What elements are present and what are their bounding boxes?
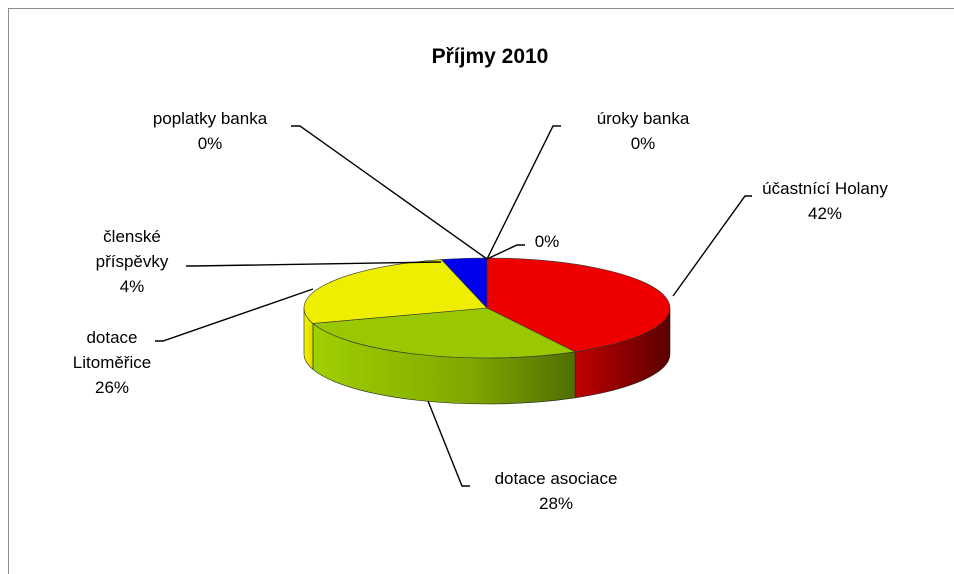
leader-line-5	[486, 125, 561, 260]
label-ucastnici-holany-line-0: účastnící Holany	[762, 179, 888, 198]
label-clenske-prispevky-line-1: příspěvky	[96, 252, 169, 271]
leader-lines	[155, 125, 752, 487]
label-dotace-litomerice-line-2: 26%	[95, 378, 129, 397]
label-uroky-banka-line-0: úroky banka	[597, 109, 690, 128]
chart-area	[8, 8, 954, 574]
label-clenske-prispevky-line-0: členské	[103, 227, 161, 246]
leader-line-6	[486, 244, 525, 260]
slice-top-1	[312, 307, 577, 359]
label-poplatky-banka-line-0: poplatky banka	[153, 109, 268, 128]
label-uroky-banka: úroky banka 0%	[597, 109, 690, 153]
label-ucastnici-holany: účastnící Holany 42%	[762, 179, 888, 223]
label-dotace-asociace-line-0: dotace asociace	[495, 469, 618, 488]
label-dotace-litomerice: dotace Litoměřice 26%	[73, 328, 151, 397]
leader-line-4	[291, 125, 488, 260]
label-dotace-litomerice-line-1: Litoměřice	[73, 353, 151, 372]
label-dotace-asociace: dotace asociace 28%	[495, 469, 618, 513]
label-zero-percent: 0%	[535, 232, 560, 251]
label-ucastnici-holany-line-1: 42%	[808, 204, 842, 223]
slice-labels: účastnící Holany 42%dotace asociace 28%dot…	[73, 109, 889, 513]
slice-top-0	[486, 257, 671, 353]
label-clenske-prispevky: členské příspěvky 4%	[96, 227, 169, 296]
pie-slices	[303, 257, 671, 405]
leader-line-2	[155, 288, 314, 342]
chart-title: Příjmy 2010	[432, 45, 549, 68]
label-poplatky-banka-line-1: 0%	[198, 134, 223, 153]
leader-line-0	[672, 195, 752, 297]
leader-line-1	[427, 400, 470, 487]
label-poplatky-banka: poplatky banka 0%	[153, 109, 268, 153]
label-zero-percent-line-0: 0%	[535, 232, 560, 251]
label-dotace-asociace-line-1: 28%	[539, 494, 573, 513]
label-dotace-litomerice-line-0: dotace	[86, 328, 137, 347]
label-clenske-prispevky-line-2: 4%	[120, 277, 145, 296]
leader-line-3	[186, 261, 442, 267]
label-uroky-banka-line-1: 0%	[631, 134, 656, 153]
